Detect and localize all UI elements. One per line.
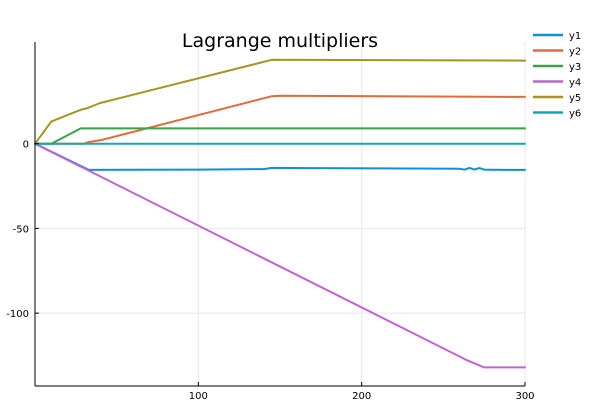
legend-label: y1 xyxy=(569,31,581,42)
legend-label: y6 xyxy=(569,109,581,120)
grid-layer xyxy=(35,42,526,386)
series-layer xyxy=(34,58,526,369)
series-line-y1 xyxy=(34,142,526,171)
series-line-y2 xyxy=(34,94,526,145)
series-line-y4 xyxy=(34,142,526,369)
y-tick-label: -50 xyxy=(13,224,29,235)
legend-label: y5 xyxy=(569,93,581,104)
x-tick-label: 100 xyxy=(189,391,208,400)
x-tick-label: 200 xyxy=(352,391,371,400)
legend-label: y3 xyxy=(569,62,581,73)
y-tick-label: -100 xyxy=(6,309,29,320)
x-tick-label: 300 xyxy=(515,391,534,400)
axes-layer xyxy=(34,42,525,387)
legend-label: y2 xyxy=(569,47,581,58)
series-line-y3 xyxy=(34,127,526,145)
y-tick-label: 0 xyxy=(23,140,29,151)
chart-title: Lagrange multipliers xyxy=(182,30,378,52)
legend-label: y4 xyxy=(569,78,581,89)
legend: y1 y2 y3 y4 y5 y6 xyxy=(533,31,581,120)
series-line-y5 xyxy=(34,58,526,145)
tick-layer: 100 200 300 0 -50 -100 xyxy=(6,140,534,400)
